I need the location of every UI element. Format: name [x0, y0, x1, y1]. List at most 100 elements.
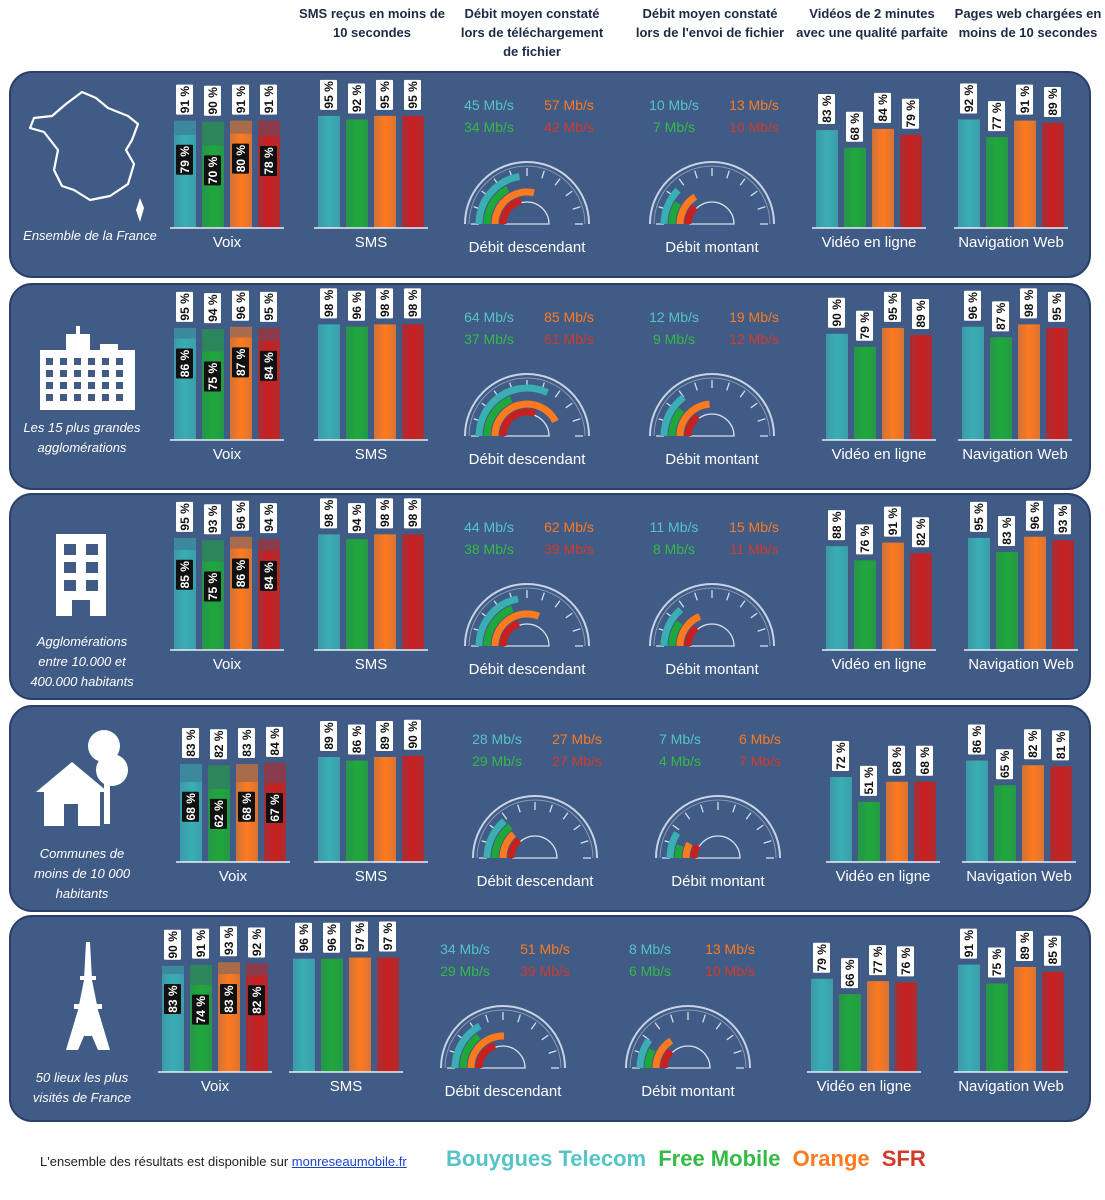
panel-2-voix-perfect-free-text: 75 %: [206, 362, 220, 390]
skyline-window: [60, 382, 67, 389]
panel-1-web-value-orange-text: 91 %: [1018, 86, 1032, 114]
panel-1-video-bar-orange: [872, 128, 894, 228]
panel-3-web-value-free-bg: [998, 516, 1015, 547]
panel-4-video-bar-sfr: [914, 781, 936, 862]
panel-5-sms-value-sfr-bg: [379, 921, 396, 952]
panel-4-video-value-orange-text: 68 %: [890, 747, 904, 775]
panel-4-sms-value-sfr-bg: [404, 719, 421, 750]
panel-5-voix-perfect-free-text: 74 %: [194, 996, 208, 1024]
panel-4-web-value-bouygues-text: 86 %: [970, 726, 984, 754]
panel-4-web-value-sfr: 81 %: [1052, 730, 1069, 761]
panel-4-upload-value-sfr: 7 Mb/s: [739, 753, 781, 769]
panel-2-upload-value-sfr: 12 Mb/s: [729, 331, 779, 347]
panel-4-web-value-sfr-bg: [1052, 730, 1069, 761]
panel-4-web-bar-free: [994, 785, 1016, 862]
panel-1-download-arc-bouygues: [475, 173, 521, 225]
eiffel-tower-icon: [66, 942, 110, 1050]
panel-2-voix-bar-total-orange: [230, 326, 252, 338]
panel-5-web-value-free: 75 %: [988, 947, 1005, 978]
panel-3-upload-rim: [649, 583, 775, 647]
panel-3-voix-total-free-bg: [204, 504, 221, 535]
panel-4-voix-total-free-bg: [210, 729, 227, 760]
panel-2-video-bar-bouygues: [826, 333, 848, 440]
panel-5-web-value-orange-bg: [1016, 930, 1033, 961]
panel-5-voix-total-free: 91 %: [192, 928, 209, 959]
france-outline: [28, 90, 140, 202]
footer-text: L'ensemble des résultats est disponible …: [40, 1154, 292, 1169]
panel-3-download-rim: [464, 583, 590, 647]
panel-1-web-bar-bouygues: [958, 119, 980, 228]
panel-4-video-bar-orange: [886, 781, 908, 862]
panel-5-sms-value-sfr-text: 97 %: [381, 923, 395, 951]
panel-3-web-label: Navigation Web: [968, 656, 1074, 673]
skyline-window: [74, 358, 81, 365]
panel-3-sms-label: SMS: [355, 656, 388, 673]
panel-5-download-arc-bouygues: [451, 1022, 482, 1069]
skyline-window: [102, 394, 109, 401]
panel-1-voix-label: Voix: [213, 234, 242, 251]
panel-4-video-value-free-text: 51 %: [862, 767, 876, 795]
skyline-tower: [66, 334, 90, 354]
panel-4-web-bar-bouygues: [966, 760, 988, 862]
panel-1-sms: SMS: [314, 115, 428, 251]
panel-2-region-label-0: Les 15 plus grandes: [23, 420, 141, 435]
panel-1-voix-perfect-bouygues: 79 %: [176, 144, 193, 175]
panel-1-web-value-bouygues-text: 92 %: [962, 84, 976, 112]
building-window: [64, 544, 76, 555]
panel-4-web-bar-orange: [1022, 765, 1044, 862]
panel-5-voix-perfect-free: 74 %: [192, 994, 209, 1025]
panel-3-sms-value-sfr-bg: [404, 498, 421, 529]
panel-1-download: 45 Mb/s 34 Mb/s 57 Mb/s 42 Mb/s Débit descen…: [464, 97, 594, 256]
panel-2-voix-perfect-bouygues: 86 %: [176, 348, 193, 379]
building-window: [64, 580, 76, 591]
building-door: [72, 600, 90, 616]
panel-5-voix-total-sfr: 92 %: [248, 927, 265, 958]
panel-2-upload-arc-sfr: [684, 413, 701, 437]
panel-3-video-value-bouygues: 88 %: [828, 510, 845, 541]
panel-1-voix-perfect-sfr-text: 78 %: [262, 147, 276, 175]
panel-1-upload-label: Débit montant: [665, 239, 759, 256]
panel-2-voix-label: Voix: [213, 446, 242, 463]
panel-3-web-value-sfr-bg: [1054, 504, 1071, 535]
panel-4-sms-value-sfr-text: 90 %: [406, 721, 420, 749]
panel-3-voix-perfect-orange-bg: [232, 558, 249, 589]
panel-1-voix-total-orange: 91 %: [232, 84, 249, 115]
panel-5-voix-perfect-sfr-bg: [248, 985, 265, 1016]
footer-link[interactable]: monreseaumobile.fr: [291, 1154, 407, 1169]
panel-5-web-bar-sfr: [1042, 971, 1064, 1072]
panel-5-download-label: Débit descendant: [445, 1083, 563, 1100]
panel-5-web-bar-bouygues: [958, 964, 980, 1072]
panel-4-upload-label: Débit montant: [671, 873, 765, 890]
panel-5-voix-total-free-text: 91 %: [194, 930, 208, 958]
panel-5-sms-value-bouygues: 96 %: [295, 922, 312, 953]
panel-5-video-value-orange-text: 77 %: [871, 946, 885, 974]
panel-1-video-value-orange-text: 84 %: [876, 94, 890, 122]
panel-2-download-tick: [554, 390, 561, 398]
panel-1-video-bar-bouygues: [816, 130, 838, 228]
panel-2-download-label: Débit descendant: [469, 451, 587, 468]
panel-1-sms-value-bouygues-bg: [320, 79, 337, 110]
panel-3-voix-total-free: 93 %: [204, 504, 221, 535]
panel-3-download-tick: [572, 628, 581, 632]
panel-5-voix-perfect-sfr-text: 82 %: [250, 986, 264, 1014]
panel-4-upload-tick: [672, 824, 680, 831]
panel-3-download: 44 Mb/s 38 Mb/s 62 Mb/s 39 Mb/s Débit descen…: [464, 519, 594, 678]
panel-5-sms-bar-sfr: [377, 957, 399, 1072]
panel-1-sms-value-bouygues-text: 95 %: [322, 81, 336, 109]
panel-2-web-bar-sfr: [1046, 327, 1068, 440]
panel-3-voix-bar-total-free: [202, 540, 224, 562]
panel-5-upload-arc-bouygues: [636, 1037, 653, 1069]
panel-5-web-value-free-bg: [988, 947, 1005, 978]
panel-1-voix-total-orange-bg: [232, 84, 249, 115]
legend: Bouygues Telecom Free Mobile Orange SFR: [446, 1146, 932, 1172]
panel-3-video-value-free-text: 76 %: [858, 525, 872, 553]
panel-2-video-value-bouygues-bg: [828, 297, 845, 328]
panel-4-upload-arc-free: [674, 844, 684, 859]
header-upload: Débit moyen constaté lors de l'envoi de …: [635, 6, 785, 40]
panel-4-sms-value-orange: 89 %: [376, 720, 393, 751]
panel-2-voix-perfect-sfr: 84 %: [260, 350, 277, 381]
panel-2-sms-value-bouygues-text: 98 %: [322, 289, 336, 317]
panel-3-web-bar-sfr: [1052, 540, 1074, 650]
panel-3-voix-bar-total-sfr: [258, 539, 280, 551]
panel-4-sms-value-free-text: 86 %: [350, 726, 364, 754]
